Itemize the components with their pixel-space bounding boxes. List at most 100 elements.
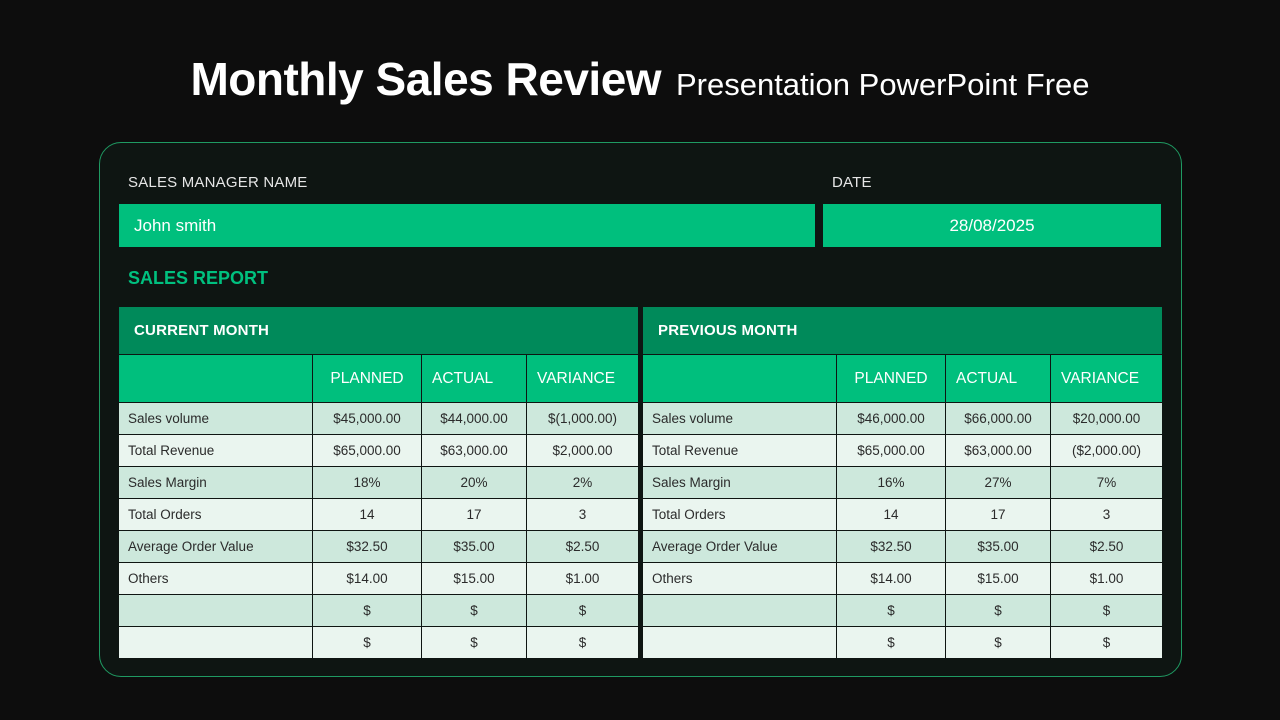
metric-cell: Sales volume (642, 402, 837, 435)
date-label: DATE (832, 174, 872, 191)
table-row: $ $ $ (642, 594, 1164, 627)
actual-column-header: ACTUAL (945, 354, 1051, 403)
table-row: Sales volume $45,000.00 $44,000.00 $(1,000.… (118, 402, 640, 435)
planned-cell: $65,000.00 (836, 434, 946, 467)
table-row: Sales Margin 18% 20% 2% (118, 466, 640, 499)
variance-cell: $2.50 (525, 530, 640, 563)
planned-cell: $ (836, 594, 946, 627)
actual-cell: $ (945, 626, 1051, 659)
metric-cell: Total Orders (118, 498, 313, 531)
metric-cell: Total Orders (642, 498, 837, 531)
actual-cell: $66,000.00 (945, 402, 1051, 435)
variance-cell: $ (525, 626, 640, 659)
actual-cell: 27% (945, 466, 1051, 499)
actual-cell: 17 (945, 498, 1051, 531)
metric-cell: Average Order Value (118, 530, 313, 563)
table-heading: PREVIOUS MONTH (641, 306, 1164, 355)
metric-cell: Sales Margin (642, 466, 837, 499)
table-row: Others $14.00 $15.00 $1.00 (642, 562, 1164, 595)
metric-column-header (642, 354, 837, 403)
metric-cell (642, 626, 837, 659)
actual-cell: $35.00 (421, 530, 527, 563)
table-row: Others $14.00 $15.00 $1.00 (118, 562, 640, 595)
variance-cell: $1.00 (525, 562, 640, 595)
variance-column-header: VARIANCE (1049, 354, 1164, 403)
current-month-table: CURRENT MONTH PLANNED ACTUAL VARIANCE Sa… (117, 306, 640, 659)
metric-cell (118, 626, 313, 659)
planned-cell: $14.00 (312, 562, 422, 595)
variance-cell: 2% (525, 466, 640, 499)
planned-column-header: PLANNED (836, 354, 946, 403)
actual-cell: $ (421, 626, 527, 659)
variance-cell: 7% (1049, 466, 1164, 499)
manager-name-label: SALES MANAGER NAME (128, 174, 308, 191)
metric-cell: Others (642, 562, 837, 595)
planned-cell: $32.50 (312, 530, 422, 563)
manager-name-field[interactable]: John smith (119, 204, 815, 247)
previous-month-table: PREVIOUS MONTH PLANNED ACTUAL VARIANCE S… (641, 306, 1164, 659)
variance-cell: $2.50 (1049, 530, 1164, 563)
actual-cell: $35.00 (945, 530, 1051, 563)
actual-cell: $15.00 (421, 562, 527, 595)
planned-cell: $14.00 (836, 562, 946, 595)
metric-cell: Sales volume (118, 402, 313, 435)
title-sub: Presentation PowerPoint Free (675, 67, 1090, 102)
variance-cell: ($2,000.00) (1049, 434, 1164, 467)
table-heading: CURRENT MONTH (117, 306, 640, 355)
planned-cell: 14 (836, 498, 946, 531)
table-row: Total Revenue $65,000.00 $63,000.00 $2,000.… (118, 434, 640, 467)
variance-cell: 3 (1049, 498, 1164, 531)
table-row: Average Order Value $32.50 $35.00 $2.50 (118, 530, 640, 563)
metric-cell: Total Revenue (642, 434, 837, 467)
actual-cell: $ (421, 594, 527, 627)
section-title: SALES REPORT (128, 268, 269, 288)
planned-cell: $45,000.00 (312, 402, 422, 435)
planned-cell: 14 (312, 498, 422, 531)
table-row: $ $ $ (118, 594, 640, 627)
variance-column-header: VARIANCE (525, 354, 640, 403)
actual-cell: $63,000.00 (421, 434, 527, 467)
planned-cell: $32.50 (836, 530, 946, 563)
variance-cell: $ (525, 594, 640, 627)
actual-column-header: ACTUAL (421, 354, 527, 403)
actual-cell: 17 (421, 498, 527, 531)
variance-cell: $2,000.00 (525, 434, 640, 467)
variance-cell: $ (1049, 594, 1164, 627)
metric-cell: Others (118, 562, 313, 595)
variance-cell: $(1,000.00) (525, 402, 640, 435)
metric-column-header (118, 354, 313, 403)
metric-cell (118, 594, 313, 627)
planned-cell: 18% (312, 466, 422, 499)
planned-cell: 16% (836, 466, 946, 499)
metric-cell: Sales Margin (118, 466, 313, 499)
planned-cell: $65,000.00 (312, 434, 422, 467)
table-row: Sales volume $46,000.00 $66,000.00 $20,000.… (642, 402, 1164, 435)
actual-cell: 20% (421, 466, 527, 499)
title-main: Monthly Sales Review (190, 53, 662, 105)
actual-cell: $44,000.00 (421, 402, 527, 435)
planned-cell: $ (312, 594, 422, 627)
actual-cell: $15.00 (945, 562, 1051, 595)
table-row: Total Orders 14 17 3 (118, 498, 640, 531)
table-row: $ $ $ (642, 626, 1164, 659)
actual-cell: $63,000.00 (945, 434, 1051, 467)
variance-cell: $1.00 (1049, 562, 1164, 595)
planned-cell: $ (312, 626, 422, 659)
metric-cell: Total Revenue (118, 434, 313, 467)
variance-cell: $20,000.00 (1049, 402, 1164, 435)
planned-column-header: PLANNED (312, 354, 422, 403)
variance-cell: 3 (525, 498, 640, 531)
actual-cell: $ (945, 594, 1051, 627)
metric-cell: Average Order Value (642, 530, 837, 563)
table-row: Average Order Value $32.50 $35.00 $2.50 (642, 530, 1164, 563)
variance-cell: $ (1049, 626, 1164, 659)
table-row: Total Orders 14 17 3 (642, 498, 1164, 531)
planned-cell: $ (836, 626, 946, 659)
metric-cell (642, 594, 837, 627)
table-row: Sales Margin 16% 27% 7% (642, 466, 1164, 499)
table-row: Total Revenue $65,000.00 $63,000.00 ($2,000… (642, 434, 1164, 467)
date-field[interactable]: 28/08/2025 (823, 204, 1161, 247)
planned-cell: $46,000.00 (836, 402, 946, 435)
slide-title: Monthly Sales Review Presentation PowerP… (0, 52, 1280, 106)
